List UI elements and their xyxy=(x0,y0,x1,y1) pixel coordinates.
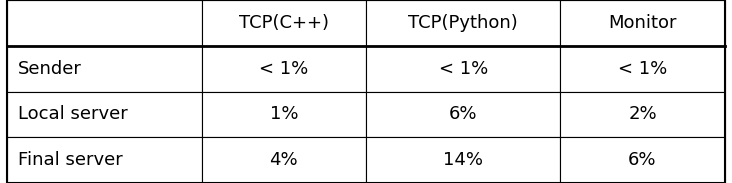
Text: 2%: 2% xyxy=(628,105,657,123)
Text: Monitor: Monitor xyxy=(608,14,676,32)
Text: Final server: Final server xyxy=(18,151,123,169)
Bar xyxy=(7,0,201,46)
Bar xyxy=(201,137,366,183)
Bar xyxy=(201,92,366,137)
Text: 4%: 4% xyxy=(269,151,298,169)
Bar xyxy=(366,0,560,46)
Text: < 1%: < 1% xyxy=(438,60,488,78)
Bar xyxy=(201,0,366,46)
Text: < 1%: < 1% xyxy=(259,60,308,78)
Bar xyxy=(7,137,201,183)
Text: 1%: 1% xyxy=(269,105,298,123)
Text: < 1%: < 1% xyxy=(618,60,667,78)
Text: TCP(Python): TCP(Python) xyxy=(408,14,518,32)
Bar xyxy=(7,92,201,137)
Bar xyxy=(560,46,725,92)
Text: Local server: Local server xyxy=(18,105,128,123)
Bar xyxy=(366,137,560,183)
Text: 6%: 6% xyxy=(628,151,657,169)
Bar xyxy=(560,137,725,183)
Text: TCP(C++): TCP(C++) xyxy=(239,14,329,32)
Text: 6%: 6% xyxy=(449,105,477,123)
Bar xyxy=(560,92,725,137)
Bar xyxy=(7,46,201,92)
Bar xyxy=(366,92,560,137)
Bar xyxy=(560,0,725,46)
Text: 14%: 14% xyxy=(443,151,483,169)
Bar xyxy=(201,46,366,92)
Text: Sender: Sender xyxy=(18,60,82,78)
Bar xyxy=(366,46,560,92)
